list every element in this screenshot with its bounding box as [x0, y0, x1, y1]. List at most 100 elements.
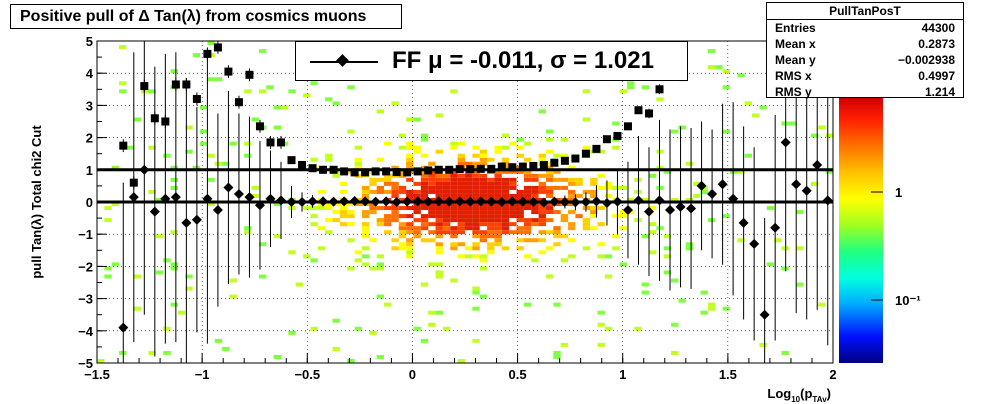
heatmap-cell — [472, 177, 480, 182]
heatmap-cell — [774, 238, 782, 243]
mean-point — [423, 196, 434, 207]
heatmap-cell — [413, 145, 421, 150]
sigma-point — [182, 80, 191, 89]
heatmap-cell — [376, 254, 385, 259]
heatmap-cell — [376, 354, 385, 359]
heatmap-cell — [722, 129, 730, 134]
heatmap-cell — [354, 157, 362, 162]
heatmap-cell — [663, 270, 672, 275]
heatmap-cell — [612, 145, 620, 150]
heatmap-cell — [266, 85, 274, 90]
heatmap-cell — [428, 173, 436, 178]
mean-point — [149, 206, 160, 217]
mean-point — [696, 180, 707, 191]
heatmap-cell — [450, 234, 458, 239]
heatmap-cell — [545, 173, 554, 178]
heatmap-cell — [501, 230, 510, 235]
heatmap-cell — [361, 230, 370, 235]
sigma-point — [413, 167, 422, 176]
heatmap-cell — [406, 230, 414, 235]
heatmap-cell — [325, 206, 333, 211]
stats-row: RMS y 1.214 — [775, 85, 955, 99]
heatmap-cell — [420, 206, 429, 211]
heatmap-cell — [487, 177, 495, 182]
heatmap-cell — [398, 169, 407, 174]
heatmap-cell — [384, 173, 392, 178]
heatmap-cell — [501, 189, 510, 194]
mean-point — [822, 195, 833, 206]
mean-point — [402, 196, 413, 207]
y-tick-label: 3 — [86, 98, 93, 113]
heatmap-cell — [457, 210, 465, 215]
sigma-point — [245, 70, 254, 79]
heatmap-cell — [538, 218, 546, 223]
heatmap-cell — [339, 210, 348, 215]
x-tick-label: 1.5 — [719, 367, 737, 382]
heatmap-cell — [626, 81, 635, 86]
heatmap-cell — [406, 242, 414, 247]
heatmap-cell — [582, 226, 591, 231]
heatmap-cell — [406, 161, 414, 166]
heatmap-cell — [619, 210, 627, 215]
heatmap-cell — [649, 173, 657, 178]
sigma-point — [277, 138, 285, 147]
heatmap-cell — [457, 177, 465, 182]
heatmap-cell — [207, 177, 215, 182]
sigma-point — [571, 154, 580, 163]
heatmap-cell — [214, 338, 223, 343]
heatmap-cell — [472, 230, 480, 235]
heatmap-cell — [170, 177, 178, 182]
heatmap-cell — [531, 185, 539, 190]
sigma-point — [298, 160, 307, 169]
heatmap-cell — [442, 173, 451, 178]
heatmap-cell — [148, 189, 156, 194]
mean-point — [381, 196, 392, 207]
heatmap-cell — [487, 181, 495, 186]
heatmap-cell — [258, 49, 267, 54]
heatmap-cell — [494, 173, 502, 178]
heatmap-cell — [582, 117, 591, 122]
heatmap-cell — [273, 234, 281, 239]
heatmap-cell — [590, 214, 598, 219]
sigma-point — [476, 164, 485, 173]
heatmap-cell — [796, 246, 804, 251]
heatmap-cell — [626, 197, 635, 202]
heatmap-cell — [575, 214, 583, 219]
heatmap-cell — [575, 193, 583, 198]
heatmap-cell — [560, 214, 569, 219]
heatmap-cell — [509, 193, 517, 198]
heatmap-cell — [531, 210, 539, 215]
heatmap-cell — [310, 157, 318, 162]
heatmap-cell — [612, 121, 620, 126]
heatmap-cell — [634, 326, 642, 331]
heatmap-cell — [450, 206, 458, 211]
heatmap-cell — [590, 193, 598, 198]
heatmap-cell — [494, 210, 502, 215]
heatmap-cell — [391, 193, 399, 198]
heatmap-cell — [406, 250, 414, 255]
heatmap-cell — [413, 234, 421, 239]
heatmap-cell — [560, 137, 569, 142]
heatmap-cell — [347, 129, 355, 134]
heatmap-cell — [420, 222, 429, 227]
heatmap-cell — [281, 105, 289, 110]
heatmap-cell — [457, 214, 465, 219]
heatmap-cell — [788, 121, 797, 126]
mean-point — [328, 196, 339, 207]
heatmap-cell — [442, 193, 451, 198]
heatmap-cell — [465, 214, 473, 219]
heatmap-cell — [501, 157, 510, 162]
heatmap-cell — [325, 218, 333, 223]
heatmap-cell — [465, 161, 473, 166]
heatmap-cell — [303, 93, 311, 98]
mean-point — [233, 188, 244, 199]
heatmap-cell — [568, 254, 576, 259]
heatmap-cell — [612, 246, 620, 251]
heatmap-cell — [663, 254, 672, 259]
heatmap-cell — [420, 197, 429, 202]
heatmap-cell — [244, 89, 252, 94]
heatmap-cell — [538, 109, 546, 114]
mean-point — [318, 196, 329, 207]
heatmap-cell — [597, 254, 605, 259]
mean-point — [791, 179, 802, 190]
